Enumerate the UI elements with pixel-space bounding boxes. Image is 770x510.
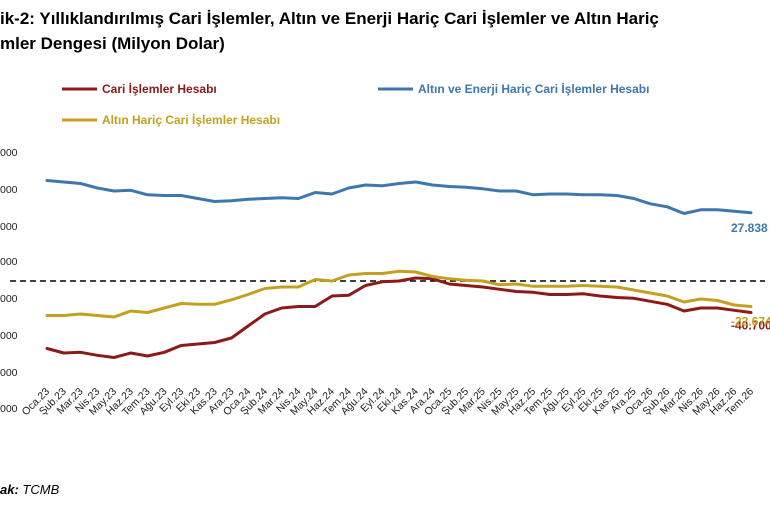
series-line-3 — [45, 269, 753, 319]
source-label: ak: — [0, 482, 19, 497]
legend-label-3: Altın Hariç Cari İşlemler Hesabı — [102, 112, 280, 127]
series-end-label-3: -22.674 — [731, 315, 770, 329]
y-tick-label: 000 — [0, 221, 18, 233]
y-tick-label: 000 — [0, 403, 18, 415]
y-tick-label: 000 — [0, 147, 18, 159]
y-tick-label: 000 — [0, 367, 18, 379]
x-axis-ticks: Oca.23Şub.23Mar.23Nis.23May.23Haz.23Tem.… — [20, 386, 757, 419]
legend: Cari İşlemler Hesabı Altın ve Enerji Hari… — [62, 81, 649, 127]
source-note: ak: TCMB — [0, 482, 59, 497]
y-tick-label: 000 — [0, 184, 18, 196]
y-axis-ticks: 000 000 000 000 000 000 000 000 — [0, 147, 18, 415]
series-lines — [45, 179, 753, 359]
end-labels: -40.700 27.838 -22.674 — [731, 221, 770, 333]
series-line-2 — [45, 179, 753, 215]
series-end-label-1: -40.700 — [731, 319, 770, 333]
chart-title-line-1: ik-2: Yıllıklandırılmış Cari İşlemler, A… — [0, 9, 659, 28]
series-line-1 — [45, 276, 753, 359]
legend-label-2: Altın ve Enerji Hariç Cari İşlemler Hesa… — [418, 81, 649, 96]
chart-title: ik-2: Yıllıklandırılmış Cari İşlemler, A… — [0, 6, 770, 56]
source-value: TCMB — [22, 482, 60, 497]
y-tick-label: 000 — [0, 256, 18, 268]
y-tick-label: 000 — [0, 330, 18, 342]
series-end-label-2: 27.838 — [731, 221, 768, 235]
y-tick-label: 000 — [0, 293, 18, 305]
chart-title-line-2: mler Dengesi (Milyon Dolar) — [0, 34, 225, 53]
legend-label-1: Cari İşlemler Hesabı — [102, 81, 217, 96]
